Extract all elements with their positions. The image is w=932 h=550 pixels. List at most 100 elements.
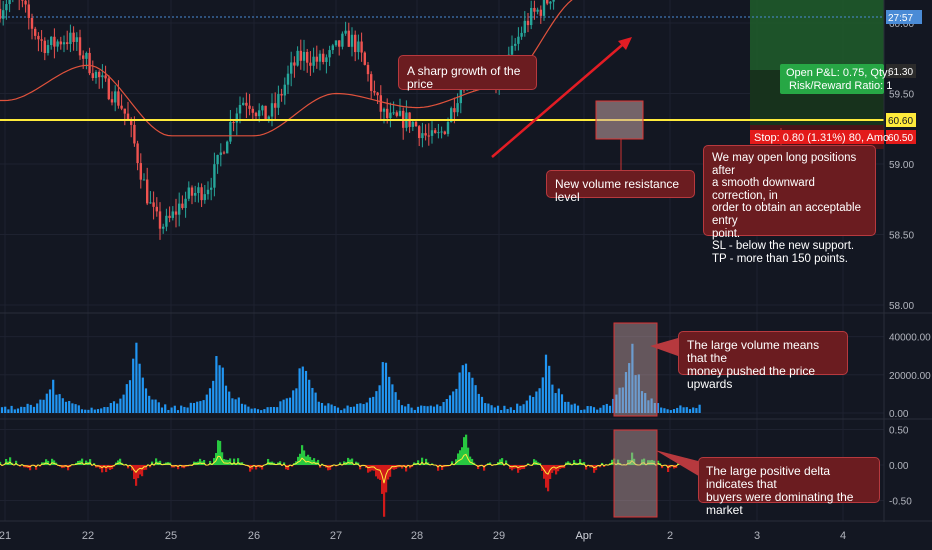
delta-bar bbox=[255, 465, 258, 470]
volume-bar bbox=[413, 409, 416, 413]
volume-bar bbox=[695, 408, 698, 413]
delta-bar bbox=[533, 459, 536, 465]
candle-body bbox=[280, 94, 283, 96]
candle-body bbox=[254, 112, 258, 117]
candle-body bbox=[315, 56, 318, 62]
delta-bar bbox=[567, 461, 570, 465]
volume-bar bbox=[484, 403, 487, 413]
candle-body bbox=[542, 0, 546, 16]
volume-bar bbox=[544, 354, 548, 413]
volume-bar bbox=[468, 372, 471, 413]
volume-bar bbox=[349, 406, 352, 413]
candle-body bbox=[331, 45, 334, 51]
candle-body bbox=[213, 164, 216, 188]
delta-bar bbox=[551, 465, 554, 473]
y-tick-label: 59.00 bbox=[889, 160, 914, 171]
volume-bar bbox=[4, 406, 7, 413]
delta-bar bbox=[105, 465, 108, 473]
delta-bar bbox=[549, 465, 552, 480]
volume-bar bbox=[493, 407, 496, 413]
candle-body bbox=[360, 41, 363, 53]
volume-bar bbox=[429, 405, 432, 413]
volume-callout-arrow bbox=[650, 338, 678, 356]
candle-body bbox=[274, 103, 277, 108]
stop-label-box bbox=[750, 130, 884, 144]
candle-body bbox=[24, 0, 27, 5]
candle-body bbox=[443, 131, 446, 134]
candle-body bbox=[114, 91, 117, 103]
volume-bar bbox=[448, 395, 452, 413]
candle-body bbox=[126, 113, 130, 120]
volume-bar bbox=[682, 407, 685, 413]
volume-bar bbox=[554, 393, 557, 413]
volume-bar bbox=[256, 409, 260, 413]
delta-bar bbox=[395, 465, 398, 470]
candle-body bbox=[334, 40, 338, 46]
candle-body bbox=[306, 51, 309, 63]
candle-body bbox=[430, 130, 434, 136]
volume-bar bbox=[90, 407, 93, 413]
delta-bar bbox=[0, 461, 2, 465]
delta-bar bbox=[467, 447, 470, 465]
volume-bar bbox=[39, 399, 42, 413]
candle-body bbox=[56, 41, 59, 47]
candle-body bbox=[37, 35, 40, 40]
strategy-line: point. bbox=[712, 227, 741, 240]
candle-body bbox=[392, 112, 395, 114]
candle-body bbox=[309, 62, 312, 66]
candle-body bbox=[350, 34, 354, 47]
x-tick-label: 2 bbox=[667, 530, 673, 542]
delta-bar bbox=[405, 465, 408, 472]
volume-bar bbox=[80, 409, 84, 413]
candle-body bbox=[264, 105, 267, 120]
volume-bar bbox=[442, 402, 445, 413]
volume-bar bbox=[237, 397, 240, 413]
large-volume-callout: The large volume means that the money pu… bbox=[678, 331, 848, 391]
delta-bar bbox=[483, 465, 486, 471]
time-label-box bbox=[886, 10, 922, 24]
volume-bar bbox=[653, 402, 656, 413]
volume-bar bbox=[404, 406, 407, 413]
volume-bar bbox=[426, 406, 429, 413]
candle-body bbox=[427, 135, 430, 137]
strategy-line: We may open long positions after bbox=[712, 152, 857, 177]
candle-body bbox=[549, 1, 552, 4]
delta-bar bbox=[111, 465, 114, 470]
candle-body bbox=[146, 179, 149, 204]
delta-bar bbox=[267, 458, 270, 465]
delta-bar bbox=[555, 465, 558, 475]
volume-bar bbox=[589, 406, 592, 413]
candle-body bbox=[142, 179, 146, 181]
y-tick-label: -0.50 bbox=[889, 497, 912, 508]
volume-bar bbox=[532, 396, 535, 413]
volume-bar bbox=[7, 409, 10, 413]
candle-body bbox=[366, 64, 370, 75]
delta-bar bbox=[203, 459, 206, 465]
delta-bar bbox=[371, 465, 374, 471]
candle-body bbox=[347, 30, 350, 47]
volume-bar bbox=[557, 388, 560, 413]
volume-bar bbox=[666, 409, 669, 413]
volume-bar bbox=[304, 370, 308, 413]
volume-resistance-text: New volume resistance level bbox=[555, 177, 680, 204]
delta-bar bbox=[251, 465, 254, 470]
candle-body bbox=[363, 52, 366, 65]
delta-bar bbox=[227, 460, 230, 465]
volume-bar bbox=[333, 406, 336, 413]
volume-bar bbox=[676, 407, 679, 413]
candle-body bbox=[120, 105, 123, 109]
delta-bar bbox=[143, 465, 146, 471]
candle-body bbox=[446, 122, 450, 134]
volume-bar bbox=[196, 401, 199, 413]
volume-bar bbox=[583, 409, 586, 413]
delta-bar bbox=[53, 460, 56, 465]
time-axis-background bbox=[0, 522, 932, 550]
volume-bar bbox=[477, 393, 480, 413]
candle-body bbox=[411, 121, 414, 127]
candle-body bbox=[104, 75, 107, 79]
delta-bar bbox=[309, 456, 312, 465]
candle-body bbox=[123, 108, 126, 114]
candle-body bbox=[85, 52, 88, 59]
candle-body bbox=[2, 10, 5, 19]
candle-body bbox=[293, 62, 296, 66]
